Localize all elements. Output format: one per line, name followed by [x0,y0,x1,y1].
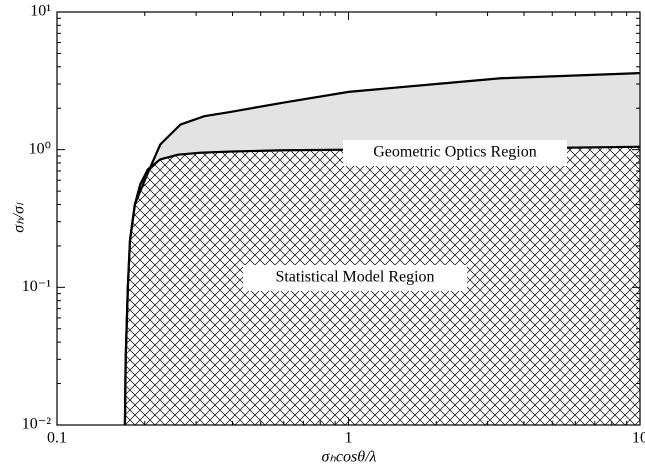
annotation-box [243,265,467,291]
y-tick-label: 10⁰ [29,140,51,157]
y-tick-label: 10⁻² [22,416,51,433]
y-axis-label: σₕ/σₗ [11,202,28,233]
x-tick-label: 10 [632,430,645,447]
x-tick-label: 0.1 [47,430,67,447]
annotation: Geometric Optics Region [373,144,537,161]
x-axis-label: σₕcosθ/λ [322,449,377,466]
annotation: Statistical Model Region [275,269,434,286]
annotation-box [343,140,567,166]
x-tick-label: 1 [345,430,353,447]
line [123,71,640,425]
y-tick-label: 10¹ [30,3,51,20]
y-tick-label: 10⁻¹ [22,278,51,295]
